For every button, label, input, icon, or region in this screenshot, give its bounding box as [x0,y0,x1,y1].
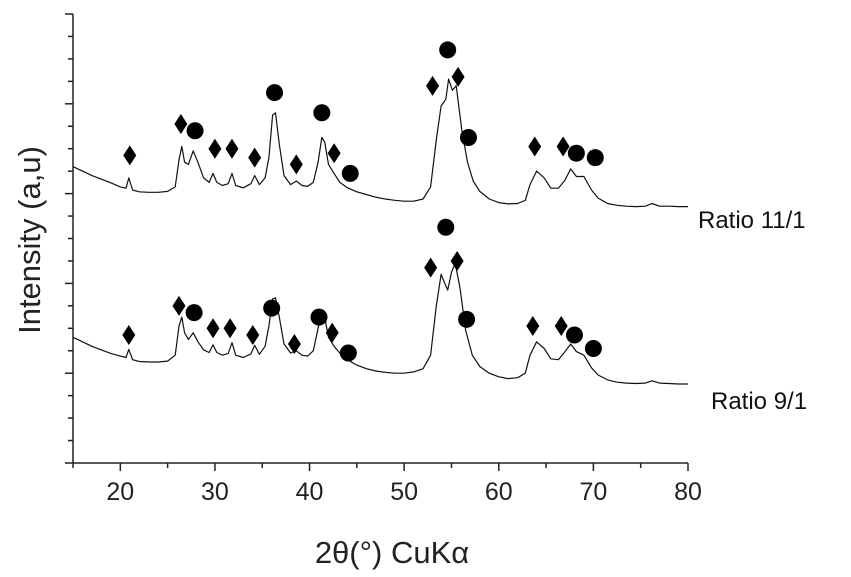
phase-markers [122,41,604,362]
x-ticks: 20 30 40 50 60 70 80 [72,463,702,506]
x-tick-label: 20 [106,478,134,506]
diamond-marker [248,147,262,168]
circle-marker [339,344,357,362]
diamond-marker [289,154,303,175]
circle-marker [439,41,457,59]
circle-marker [567,144,585,162]
diamond-marker [206,318,220,339]
circle-marker [584,340,602,358]
circle-marker [185,304,203,322]
circle-marker [437,218,455,236]
x-axis-title: 2θ(°) CuKα [315,535,469,570]
diamond-marker [122,325,136,346]
diamond-marker [556,136,570,157]
circle-marker [313,104,331,122]
diamond-marker [287,334,301,355]
diamond-marker [526,316,540,337]
circle-marker [263,299,281,317]
diamond-marker [554,316,568,337]
circle-marker [266,84,284,102]
x-tick-label: 30 [201,478,229,506]
diamond-marker [426,75,440,96]
diamond-marker [123,145,137,166]
axes: 20 30 40 50 60 70 80 [65,13,702,506]
y-ticks [65,13,73,464]
x-tick-label: 70 [579,478,607,506]
diamond-marker [174,114,188,135]
diamond-marker [225,138,239,159]
diamond-marker [246,325,260,346]
circle-marker [186,122,204,140]
circle-marker [565,326,583,344]
series-lines [72,78,688,385]
diamond-marker [325,322,339,343]
circle-marker [459,128,477,146]
circle-marker [310,308,328,326]
diamond-marker [424,257,438,278]
circle-marker [341,164,359,182]
circle-marker [586,149,604,167]
x-tick-label: 60 [485,478,513,506]
diamond-marker [451,66,465,87]
series-label-2: Ratio 9/1 [711,388,807,415]
diamond-marker [450,250,464,271]
circle-marker [458,310,476,328]
x-tick-label: 80 [674,478,702,506]
y-axis-title: Intensity (a,u) [12,146,47,334]
series-labels: Ratio 11/1 Ratio 9/1 [698,207,807,415]
series-label-1: Ratio 11/1 [698,207,806,234]
series-line-1 [72,78,688,208]
x-tick-label: 50 [390,478,418,506]
diamond-marker [208,138,222,159]
series-line-2 [72,262,688,385]
diamond-marker [223,318,237,339]
diamond-marker [528,136,542,157]
diamond-marker [172,295,186,316]
diamond-marker [327,143,341,164]
x-tick-label: 40 [296,478,324,506]
